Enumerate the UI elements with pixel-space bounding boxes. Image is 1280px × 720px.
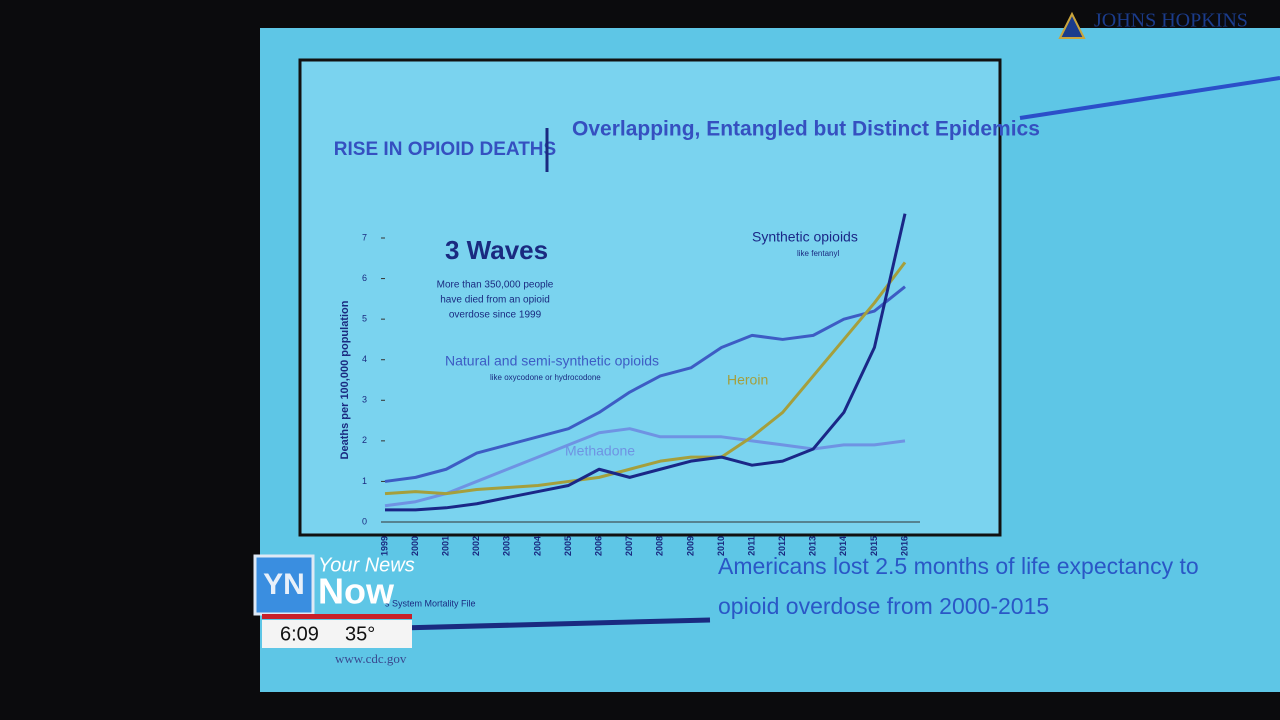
y-tick-label: 5 [362,314,367,324]
ticker-stripe [262,614,412,619]
x-tick-label: 2015 [869,536,879,556]
x-tick-label: 1999 [379,536,389,556]
x-tick-label: 2014 [838,536,848,556]
chart-header: RISE IN OPIOID DEATHS [334,139,556,160]
x-tick-label: 2002 [471,536,481,556]
series-note: like oxycodone or hydrocodone [490,373,601,382]
annotation: 3 Waves [445,235,548,265]
series-label: Natural and semi-synthetic opioids [445,353,659,369]
logo: JOHNS HOPKINS [1094,10,1248,32]
y-axis-label: Deaths per 100,000 population [339,300,351,459]
url: www.cdc.gov [335,651,407,666]
brand-bottom: Now [318,571,395,612]
y-tick-label: 4 [362,354,367,364]
x-tick-label: 2016 [899,536,909,556]
chart-title: Overlapping, Entangled but Distinct Epid… [572,118,1040,141]
station-logo [253,554,315,616]
x-tick-label: 2011 [746,536,756,556]
series-line [384,261,907,496]
chart-panel [298,58,1002,537]
x-tick-label: 2003 [502,536,512,556]
series-line [384,427,906,508]
news-overlay: YN Your News Now 6:09 35° [253,554,415,648]
y-tick-label: 6 [362,273,367,283]
x-tick-label: 2001 [441,536,451,556]
caption-line: opioid overdose from 2000-2015 [718,593,1049,619]
x-tick-label: 2006 [593,536,603,556]
time: 6:09 [280,623,319,645]
x-tick-label: 2000 [410,536,420,556]
x-tick-label: 2007 [624,536,634,556]
x-tick-label: 2008 [655,536,665,556]
temperature: 35° [345,623,375,645]
brand-top: Your News [318,554,415,576]
series-line [385,213,907,512]
caption-line: Americans lost 2.5 months of life expect… [718,553,1199,579]
y-tick-label: 3 [362,395,367,405]
series-label: Synthetic opioids [752,229,858,245]
slide-rule [1019,76,1280,120]
series-label: Heroin [727,372,768,388]
annotation-line: overdose since 1999 [449,310,542,321]
station-logo-mark: YN [263,568,305,601]
y-tick-label: 2 [362,435,367,445]
y-tick-label: 0 [362,516,367,526]
series-label: Methadone [565,443,635,459]
y-tick-label: 7 [362,232,367,242]
ticker [262,620,412,648]
x-tick-label: 2010 [716,536,726,556]
slide-rule [399,617,711,631]
x-tick-label: 2012 [777,536,787,556]
series-note: like fentanyl [797,249,839,258]
x-tick-label: 2009 [685,536,695,556]
x-tick-label: 2005 [563,536,573,556]
annotation-line: have died from an opioid [440,295,550,306]
annotation-line: More than 350,000 people [437,280,554,291]
source: s System Mortality File [385,598,476,608]
x-tick-label: 2004 [532,536,542,556]
x-tick-label: 2013 [808,536,818,556]
y-tick-label: 1 [362,476,367,486]
series-line [384,285,906,483]
logo-icon [1058,11,1086,39]
